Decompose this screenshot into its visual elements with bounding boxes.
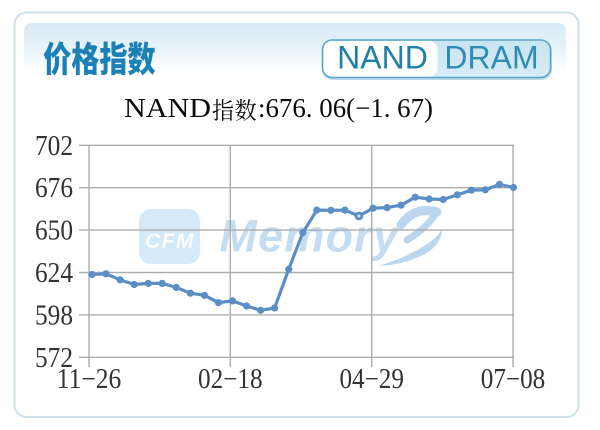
svg-text:572: 572: [35, 343, 73, 374]
svg-text:650: 650: [35, 216, 73, 247]
svg-text:07−08: 07−08: [481, 364, 546, 395]
svg-text:CFM: CFM: [145, 230, 195, 253]
svg-text:624: 624: [35, 258, 73, 289]
svg-text:598: 598: [35, 300, 73, 331]
svg-text:676: 676: [35, 173, 73, 204]
svg-text:NAND: NAND: [124, 93, 211, 123]
svg-text:04−29: 04−29: [339, 364, 404, 395]
svg-text:11−26: 11−26: [57, 364, 122, 395]
svg-text:NAND: NAND: [337, 40, 428, 76]
svg-text::676. 06(−1. 67): :676. 06(−1. 67): [258, 93, 433, 123]
svg-text:702: 702: [35, 131, 73, 162]
svg-text:Memory: Memory: [220, 211, 401, 262]
svg-text:DRAM: DRAM: [444, 40, 538, 76]
svg-text:02−18: 02−18: [198, 364, 263, 395]
